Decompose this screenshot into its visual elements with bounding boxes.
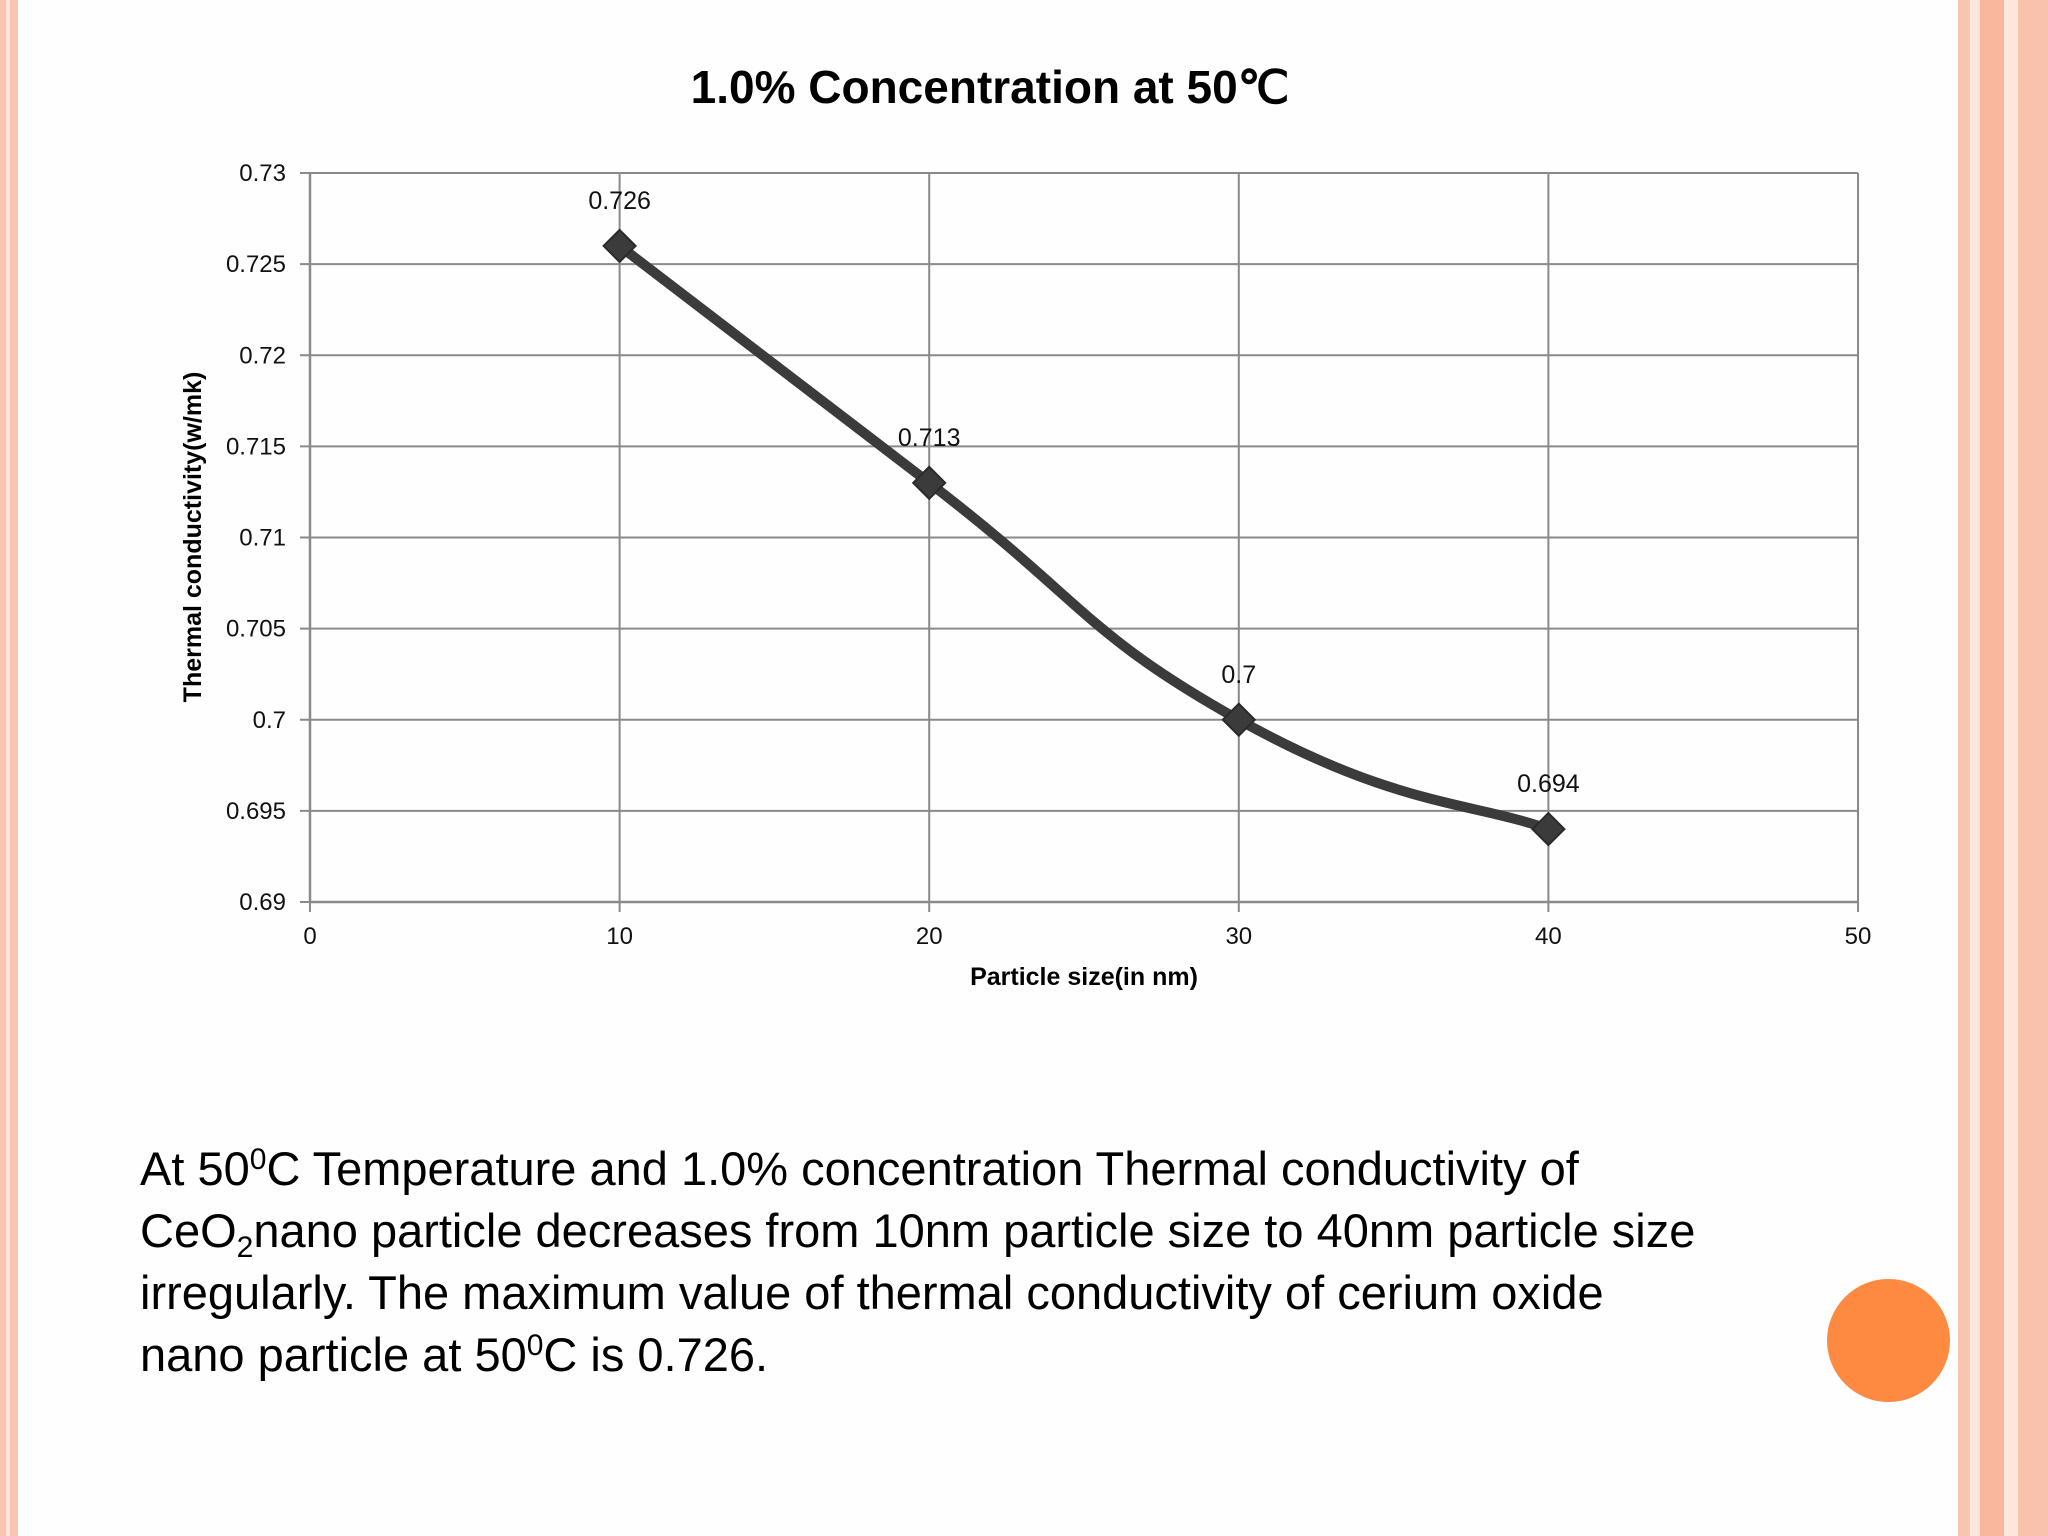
grid bbox=[300, 172, 1859, 912]
data-label: 0.7 bbox=[1221, 661, 1256, 689]
tick-labels: 0.690.6950.70.7050.710.7150.720.7250.730… bbox=[226, 160, 1871, 950]
data-labels: 0.726 0.713 0.7 0.694 bbox=[588, 187, 1579, 798]
line-chart: 1.0% Concentration at 50℃ 0.690.6950.70.… bbox=[179, 61, 1871, 991]
decorative-orange-circle bbox=[1827, 1279, 1950, 1402]
x-tick-label: 40 bbox=[1535, 923, 1562, 950]
left-border-stripe bbox=[0, 0, 18, 1536]
x-tick-label: 50 bbox=[1845, 923, 1872, 950]
data-markers bbox=[602, 228, 1566, 847]
data-label: 0.713 bbox=[898, 424, 961, 452]
series-line bbox=[614, 240, 1554, 835]
y-tick-label: 0.71 bbox=[239, 525, 286, 552]
x-tick-label: 20 bbox=[916, 923, 943, 950]
data-point-marker bbox=[911, 465, 947, 501]
x-tick-label: 10 bbox=[606, 923, 633, 950]
data-label: 0.694 bbox=[1517, 770, 1580, 798]
data-point-marker bbox=[1221, 702, 1257, 738]
description-line: nano particle at 500C is 0.726. bbox=[140, 1328, 769, 1381]
x-tick-label: 0 bbox=[303, 923, 316, 950]
description-text: At 500C Temperature and 1.0% concentrati… bbox=[140, 1138, 1930, 1386]
x-tick-label: 30 bbox=[1225, 923, 1252, 950]
y-tick-label: 0.69 bbox=[239, 889, 286, 916]
right-border-stripe bbox=[1980, 0, 2004, 1536]
y-tick-label: 0.695 bbox=[226, 798, 286, 825]
y-tick-label: 0.7 bbox=[253, 707, 286, 734]
data-point-marker bbox=[1530, 811, 1566, 847]
y-tick-label: 0.715 bbox=[226, 433, 286, 460]
y-tick-label: 0.725 bbox=[226, 251, 286, 278]
description-line: At 500C Temperature and 1.0% concentrati… bbox=[140, 1142, 1579, 1195]
right-border-stripe bbox=[1970, 0, 1980, 1536]
description-line: irregularly. The maximum value of therma… bbox=[140, 1266, 1604, 1319]
data-label: 0.726 bbox=[588, 187, 651, 215]
right-border-stripe bbox=[2004, 0, 2018, 1536]
y-tick-label: 0.705 bbox=[226, 616, 286, 643]
chart-title: 1.0% Concentration at 50℃ bbox=[691, 61, 1290, 113]
right-border-stripe bbox=[1958, 0, 1970, 1536]
y-tick-label: 0.72 bbox=[239, 342, 286, 369]
y-tick-label: 0.73 bbox=[239, 160, 286, 187]
data-point-marker bbox=[602, 228, 638, 264]
y-axis-label: Thermal conductivity(w/mk) bbox=[179, 372, 207, 703]
description-line: CeO2nano particle decreases from 10nm pa… bbox=[140, 1204, 1696, 1264]
series-path bbox=[614, 240, 1554, 835]
x-axis-label: Particle size(in nm) bbox=[970, 963, 1198, 991]
right-border-stripe bbox=[2018, 0, 2048, 1536]
